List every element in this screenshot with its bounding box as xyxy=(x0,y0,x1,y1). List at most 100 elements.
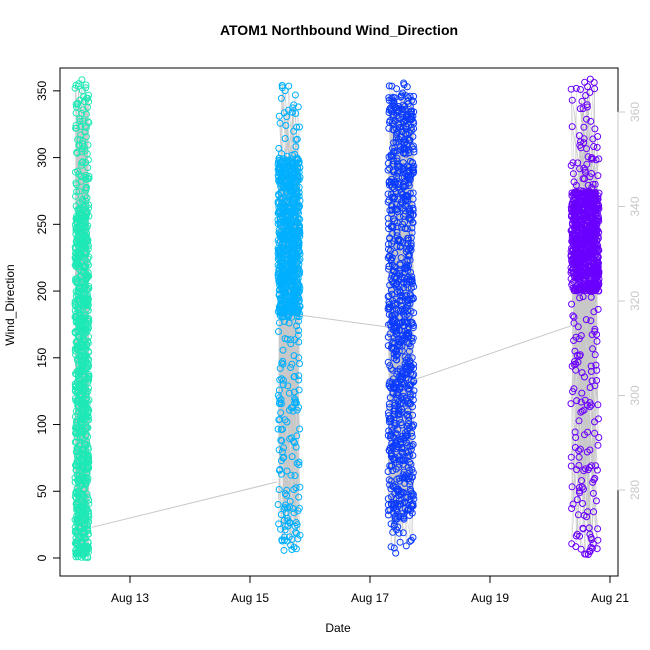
data-point xyxy=(284,240,292,248)
data-point xyxy=(576,294,584,302)
data-point xyxy=(281,318,288,325)
data-point xyxy=(295,372,303,380)
data-point xyxy=(277,300,285,308)
data-point xyxy=(594,536,602,544)
data-point xyxy=(406,215,414,223)
data-point xyxy=(295,317,302,325)
data-point xyxy=(74,404,82,412)
data-point xyxy=(585,200,593,208)
data-point xyxy=(570,191,577,199)
data-point xyxy=(396,297,404,305)
data-point xyxy=(82,262,90,270)
data-point xyxy=(294,306,302,314)
data-point xyxy=(385,178,393,186)
data-point xyxy=(576,351,584,359)
data-point xyxy=(274,200,282,208)
data-point xyxy=(78,159,86,167)
data-point xyxy=(408,275,416,283)
data-point xyxy=(570,313,578,321)
data-point xyxy=(72,310,80,318)
data-point xyxy=(396,382,404,390)
data-point xyxy=(280,533,288,541)
data-point xyxy=(83,229,91,237)
data-point xyxy=(293,227,301,234)
data-point xyxy=(568,362,576,370)
data-point xyxy=(408,433,416,440)
data-point xyxy=(569,159,577,167)
data-point xyxy=(390,354,398,362)
data-point xyxy=(281,251,289,259)
data-point xyxy=(576,445,584,453)
data-point xyxy=(287,264,295,272)
data-point xyxy=(385,311,393,318)
data-point xyxy=(294,231,302,238)
data-point xyxy=(570,337,578,344)
data-point xyxy=(593,466,601,474)
data-point xyxy=(401,139,408,147)
data-point xyxy=(387,286,395,294)
data-point xyxy=(290,275,298,283)
data-point xyxy=(407,487,415,495)
data-point xyxy=(83,352,90,360)
data-point xyxy=(279,381,287,388)
data-point xyxy=(395,162,403,170)
data-point xyxy=(573,273,581,281)
data-point xyxy=(400,163,408,171)
data-point xyxy=(287,364,295,371)
data-point xyxy=(275,328,282,335)
data-point xyxy=(76,490,84,498)
data-point xyxy=(393,232,401,240)
data-point xyxy=(83,522,91,530)
data-point xyxy=(72,202,80,210)
data-point xyxy=(569,500,577,508)
data-point xyxy=(75,317,83,325)
data-point xyxy=(578,97,586,105)
data-point xyxy=(73,188,81,196)
data-point xyxy=(391,411,399,419)
data-point xyxy=(82,81,90,89)
data-point xyxy=(392,281,400,289)
data-point xyxy=(296,531,304,539)
data-point xyxy=(289,308,297,316)
data-point xyxy=(577,86,584,93)
data-point xyxy=(568,189,576,197)
data-point xyxy=(399,123,407,131)
data-point xyxy=(81,284,88,292)
data-point xyxy=(292,443,300,451)
data-point xyxy=(400,284,408,292)
data-point xyxy=(77,131,85,139)
y-tick-label: 250 xyxy=(35,214,49,234)
data-point xyxy=(396,438,404,446)
data-point xyxy=(393,508,401,516)
data-point xyxy=(295,376,303,384)
data-point xyxy=(296,310,304,318)
data-point xyxy=(593,221,601,228)
data-point xyxy=(74,478,82,486)
data-point xyxy=(73,234,81,242)
y-tick-label: 300 xyxy=(35,147,49,167)
data-point xyxy=(405,262,412,270)
data-point xyxy=(396,538,404,546)
data-point xyxy=(386,481,394,489)
data-point xyxy=(572,532,580,540)
data-point xyxy=(277,189,285,197)
data-point xyxy=(79,241,86,249)
data-point xyxy=(73,149,81,157)
data-point xyxy=(576,487,583,495)
data-point xyxy=(79,158,87,166)
data-point xyxy=(281,208,289,216)
data-point xyxy=(281,501,289,509)
data-point xyxy=(294,203,302,211)
data-point xyxy=(589,180,597,188)
data-point xyxy=(391,512,399,520)
data-point xyxy=(403,422,411,430)
data-point xyxy=(572,247,579,255)
data-point xyxy=(390,544,398,552)
data-point xyxy=(276,119,284,127)
data-point xyxy=(572,181,580,189)
data-point xyxy=(284,231,292,239)
data-point xyxy=(594,401,602,409)
data-point xyxy=(296,425,304,433)
data-point xyxy=(590,79,598,86)
data-point xyxy=(80,529,88,537)
